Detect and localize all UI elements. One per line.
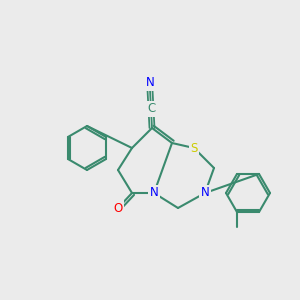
Text: N: N [201, 187, 209, 200]
Text: N: N [146, 76, 154, 89]
Text: C: C [147, 103, 155, 116]
Text: S: S [190, 142, 198, 154]
Text: O: O [113, 202, 123, 214]
Text: N: N [150, 187, 158, 200]
